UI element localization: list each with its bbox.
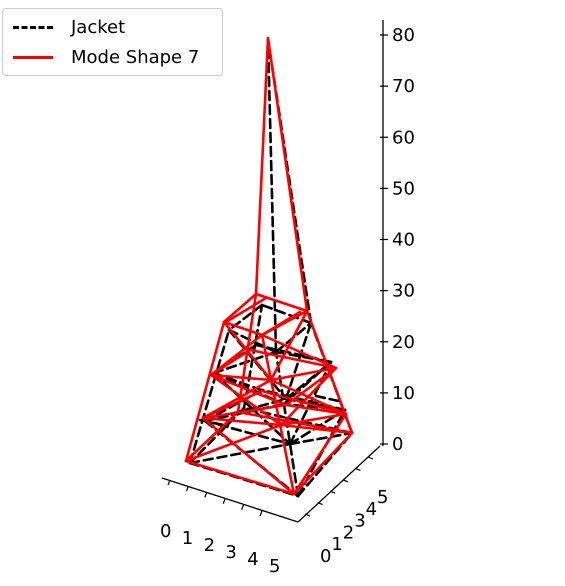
z-tick-label: 60 xyxy=(392,127,415,148)
z-tick-label: 20 xyxy=(392,332,415,353)
x-tick-label: 1 xyxy=(182,528,193,549)
legend-entry-mode-shape-7: Mode Shape 7 xyxy=(13,47,199,68)
mode-shape-member xyxy=(256,294,307,311)
y-tick-label: 4 xyxy=(366,499,377,520)
x-tick-label: 3 xyxy=(225,542,236,563)
x-axis-line xyxy=(162,478,298,522)
z-tick-label: 0 xyxy=(392,434,403,455)
mode-shape-member xyxy=(268,38,307,311)
legend: Jacket Mode Shape 7 xyxy=(2,8,223,76)
y-tick-label: 0 xyxy=(320,546,331,567)
legend-label-mode-shape-7: Mode Shape 7 xyxy=(71,47,199,68)
z-tick-label: 80 xyxy=(392,25,415,46)
x-tick-label: 0 xyxy=(160,521,171,542)
mode-shape-member xyxy=(186,461,294,494)
legend-label-jacket: Jacket xyxy=(71,17,125,38)
z-tick-label: 40 xyxy=(392,230,415,251)
z-tick-label: 70 xyxy=(392,76,415,97)
y-tick xyxy=(355,468,360,470)
x-tick xyxy=(260,511,262,516)
mode-shape-member xyxy=(186,322,224,461)
x-tick-label: 5 xyxy=(269,556,280,577)
y-tick-label: 2 xyxy=(343,522,354,543)
legend-swatch-jacket xyxy=(13,26,53,29)
legend-swatch-mode-shape-7 xyxy=(13,56,53,59)
mode-shape-member xyxy=(256,38,268,294)
legend-entry-jacket: Jacket xyxy=(13,17,125,38)
y-tick-label: 1 xyxy=(331,534,342,555)
x-tick xyxy=(223,499,225,504)
z-tick-label: 10 xyxy=(392,383,415,404)
y-tick xyxy=(343,480,348,482)
x-tick xyxy=(205,492,207,497)
y-tick xyxy=(368,457,373,459)
x-tick-label: 4 xyxy=(247,549,258,570)
x-tick xyxy=(242,505,244,510)
z-tick-label: 50 xyxy=(392,178,415,199)
x-tick-label: 2 xyxy=(204,535,215,556)
y-tick-label: 3 xyxy=(354,511,365,532)
mode-shape-member xyxy=(262,312,300,335)
y-tick-label: 5 xyxy=(377,487,388,508)
x-tick xyxy=(186,486,188,491)
z-tick-label: 30 xyxy=(392,281,415,302)
